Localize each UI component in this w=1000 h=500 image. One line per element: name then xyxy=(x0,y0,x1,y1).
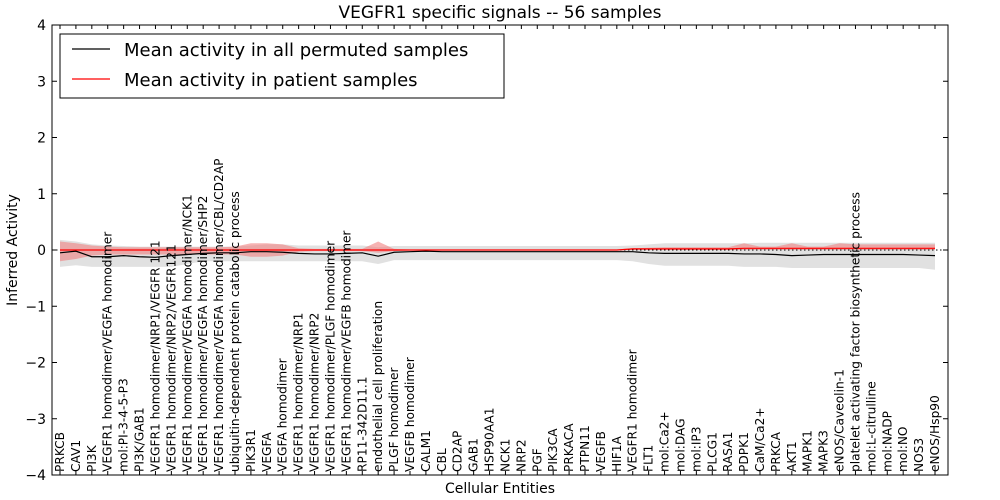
x-tick-label: PIK3CA xyxy=(546,428,560,472)
x-axis-tick-labels: PRKCB CAV1 PI3K VEGFR1 homodimer/VEGFA homo… xyxy=(53,158,942,472)
y-tick-label: 1 xyxy=(37,187,46,203)
x-tick-label: HSP90AA1 xyxy=(483,407,497,472)
y-tick-label: 4 xyxy=(37,18,46,34)
x-tick-label: PDPK1 xyxy=(737,432,751,472)
y-tick-label: 3 xyxy=(37,74,46,90)
x-tick-label: PGF xyxy=(530,448,544,472)
x-tick-label: VEGFR1 homodimer xyxy=(626,348,640,472)
x-tick-label: AKT1 xyxy=(785,441,799,472)
x-tick-label: GAB1 xyxy=(467,438,481,472)
confidence-bands xyxy=(60,239,935,270)
x-tick-label: VEGFB homodimer xyxy=(403,356,417,472)
chart-title: VEGFR1 specific signals -- 56 samples xyxy=(339,3,662,23)
x-tick-label: VEGFR1 homodimer/NRP2 xyxy=(308,313,322,472)
x-tick-label: MAPK3 xyxy=(817,430,831,472)
x-tick-label: VEGFR1 homodimer/NRP1 xyxy=(292,313,306,472)
x-tick-label: VEGFA homodimer xyxy=(276,357,290,472)
x-tick-label: PRKACA xyxy=(562,423,576,472)
line-series-0 xyxy=(59,250,936,258)
x-tick-label: MAPK1 xyxy=(801,430,815,472)
x-tick-label: NRP2 xyxy=(514,439,528,472)
x-tick-label: mol:Ca2+ xyxy=(658,411,672,472)
y-tick-label: 2 xyxy=(37,131,46,147)
x-tick-label: eNOS/Caveolin-1 xyxy=(833,369,847,472)
x-tick-label: PLGF homodimer xyxy=(387,367,401,472)
x-axis-ticks xyxy=(59,25,936,475)
y-tick-label: −2 xyxy=(25,356,46,372)
x-tick-label: VEGFR1 homodimer/NRP1/VEGFR 121 xyxy=(148,240,162,472)
x-tick-label: PRKCA xyxy=(769,431,783,472)
x-tick-label: CaM/Ca2+ xyxy=(753,407,767,472)
x-tick-label: VEGFR1 homodimer/VEGFA homodimer/SHP2 xyxy=(196,196,210,472)
x-tick-label: mol:PI-3-4-5-P3 xyxy=(117,378,131,472)
legend: Mean activity in all permuted samples Me… xyxy=(59,33,505,99)
x-tick-label: platelet activating factor biosynthetic … xyxy=(848,192,862,472)
x-tick-label: VEGFA xyxy=(260,432,274,472)
x-tick-label: mol:DAG xyxy=(673,418,687,472)
x-tick-label: mol:NADP xyxy=(880,411,894,472)
series-lines xyxy=(59,247,936,258)
y-tick-label: 0 xyxy=(37,243,46,259)
x-tick-label: mol:IP3 xyxy=(689,426,703,472)
x-tick-label: PIK3R1 xyxy=(244,429,258,472)
x-tick-label: VEGFR1 homodimer/VEGFA homodimer xyxy=(101,231,115,472)
legend-box xyxy=(59,33,505,99)
x-tick-label: RASA1 xyxy=(721,432,735,472)
x-tick-label: PRKCB xyxy=(53,432,67,472)
x-tick-label: VEGFR1 homodimer/VEGFA homodimer/CBL/CD2… xyxy=(212,158,226,472)
band-series-1 xyxy=(60,241,935,262)
legend-label-patient: Mean activity in patient samples xyxy=(124,70,418,91)
x-tick-label: VEGFR1 homodimer/VEGFA homodimer/NCK1 xyxy=(180,194,194,472)
y-axis: −4 −3 −2 −1 0 1 2 3 4 xyxy=(25,18,948,484)
y-tick-label: −3 xyxy=(25,412,46,428)
plot-frame xyxy=(51,24,949,476)
x-tick-label: CAV1 xyxy=(69,440,83,472)
line-series-1 xyxy=(60,247,935,251)
x-tick-label: mol:NO xyxy=(896,426,910,472)
x-tick-label: CD2AP xyxy=(451,431,465,472)
legend-label-permuted: Mean activity in all permuted samples xyxy=(124,40,468,61)
x-tick-label: VEGFR1 homodimer/NRP2/VEGFR121 xyxy=(164,244,178,472)
x-axis-label: Cellular Entities xyxy=(445,481,555,497)
y-tick-label: −4 xyxy=(25,468,46,484)
x-tick-label: eNOS/Hsp90 xyxy=(928,395,942,472)
x-tick-label: VEGFR1 homodimer/PLGF homodimer xyxy=(323,240,337,472)
y-tick-label: −1 xyxy=(25,299,46,315)
x-tick-label: FLT1 xyxy=(642,445,656,472)
x-tick-label: VEGFB xyxy=(594,431,608,472)
x-tick-label: PI3K/GAB1 xyxy=(133,407,147,472)
x-tick-label: HIF1A xyxy=(610,435,624,472)
x-tick-label: ubiquitin-dependent protein catabolic pr… xyxy=(228,191,242,472)
x-tick-label: NOS3 xyxy=(912,438,926,472)
x-tick-label: CBL xyxy=(435,448,449,472)
x-tick-label: mol:L-citrulline xyxy=(864,381,878,472)
x-tick-label: PI3K xyxy=(85,444,99,472)
x-tick-label: endothelial cell proliferation xyxy=(371,301,385,472)
y-axis-label: Inferred Activity xyxy=(5,194,21,306)
x-tick-label: RP11-342D11.1 xyxy=(355,376,369,472)
x-tick-label: PLCG1 xyxy=(705,432,719,472)
x-tick-label: NCK1 xyxy=(498,439,512,472)
x-tick-label: PTPN11 xyxy=(578,425,592,472)
x-tick-label: VEGFR1 homodimer/VEGFB homodimer xyxy=(339,230,353,472)
x-tick-label: CALM1 xyxy=(419,430,433,472)
